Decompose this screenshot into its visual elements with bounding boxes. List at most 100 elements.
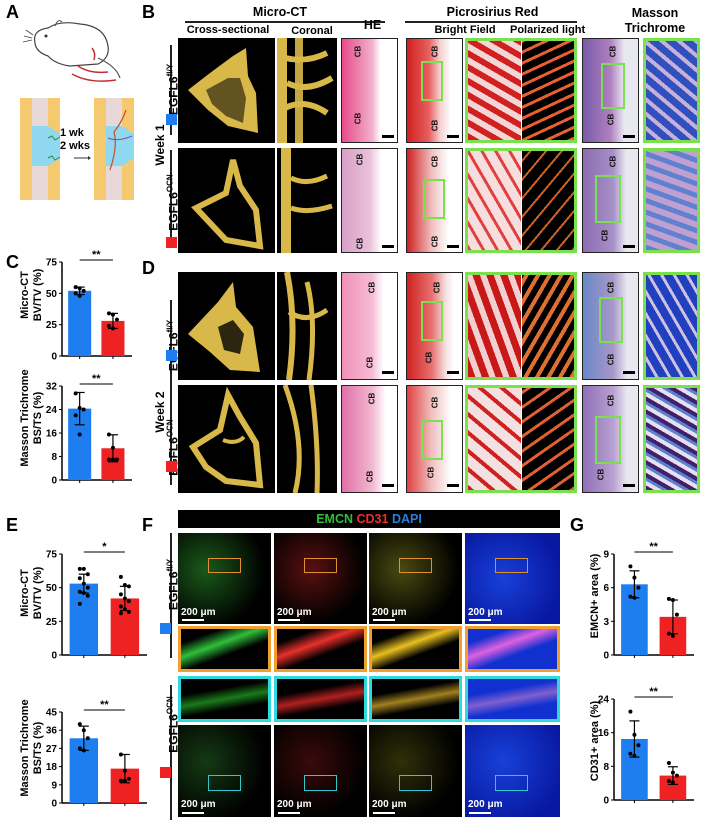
he-w2-control: CB CB bbox=[341, 272, 398, 380]
svg-text:**: ** bbox=[92, 249, 101, 261]
masson-w1-control: CB CB bbox=[582, 38, 639, 143]
svg-text:45: 45 bbox=[46, 708, 58, 719]
header-masson-1: Masson bbox=[631, 6, 679, 20]
scale-bar bbox=[278, 619, 300, 621]
roi-box-orange bbox=[399, 558, 432, 573]
if-merge-ko-zoom bbox=[369, 676, 462, 722]
scale-bar bbox=[447, 245, 459, 248]
divider bbox=[170, 300, 172, 385]
scale-bar bbox=[382, 484, 394, 487]
scale-bar bbox=[447, 484, 459, 487]
legend-square-red bbox=[166, 237, 177, 248]
roi-box-cyan bbox=[208, 775, 241, 791]
header-cross-sectional: Cross-sectional bbox=[186, 24, 270, 36]
picro-zoom-w2-ko bbox=[465, 385, 577, 493]
microct-coronal-w2-control bbox=[277, 272, 337, 380]
svg-text:24: 24 bbox=[598, 695, 610, 706]
bar-chart-g-bottom: 0 8 16 24 ** bbox=[590, 685, 700, 815]
header-masson-2: Trichrome bbox=[624, 21, 686, 35]
scale-bar bbox=[278, 812, 300, 814]
svg-text:**: ** bbox=[92, 373, 101, 385]
mouse-illustration-icon bbox=[22, 20, 121, 82]
svg-text:8: 8 bbox=[603, 762, 609, 773]
if-merge-control-zoom bbox=[369, 626, 462, 672]
picro-zoom-w1-control bbox=[465, 38, 577, 143]
microct-cross-w1-ko bbox=[178, 148, 275, 253]
picro-bf-w1-control: CB CB bbox=[406, 38, 463, 143]
he-w2-ko: CB CB bbox=[341, 385, 398, 493]
svg-text:75: 75 bbox=[46, 258, 58, 269]
scale-bar bbox=[469, 812, 491, 814]
svg-text:**: ** bbox=[649, 541, 658, 553]
if-dapi-merge-ko-zoom bbox=[465, 676, 560, 722]
arrow-text-1wk: 1 wk bbox=[60, 127, 84, 139]
roi-box-orange bbox=[208, 558, 241, 573]
legend-square-blue bbox=[166, 114, 177, 125]
panel-letter-f: F bbox=[142, 515, 153, 535]
legend-square-red bbox=[160, 767, 171, 778]
svg-text:50: 50 bbox=[46, 583, 58, 594]
roi-box bbox=[595, 416, 621, 464]
masson-zoom-w1-ko bbox=[643, 148, 700, 253]
if-cd31-ko: 200 μm bbox=[274, 725, 367, 817]
scale-bar bbox=[623, 484, 635, 487]
picro-bf-w2-ko: CB CB bbox=[406, 385, 463, 493]
roi-box-cyan bbox=[495, 775, 528, 791]
bar-chart-c-top: 0 25 50 75 ** bbox=[38, 248, 138, 371]
divider bbox=[185, 21, 385, 23]
svg-text:32: 32 bbox=[46, 382, 58, 393]
picro-bf-w1-ko: CB CB bbox=[406, 148, 463, 253]
if-emcn-ko: 200 μm bbox=[178, 725, 271, 817]
scale-bar bbox=[382, 245, 394, 248]
header-coronal: Coronal bbox=[291, 25, 333, 37]
if-cd31-control: 200 μm bbox=[274, 533, 367, 624]
svg-text:0: 0 bbox=[51, 799, 57, 810]
svg-text:0: 0 bbox=[51, 476, 57, 487]
svg-text:36: 36 bbox=[46, 726, 58, 737]
scale-bar bbox=[182, 619, 204, 621]
svg-text:**: ** bbox=[649, 686, 658, 698]
svg-text:*: * bbox=[102, 541, 107, 553]
microct-cross-w2-ko bbox=[178, 385, 275, 493]
header-micro-ct: Micro-CT bbox=[252, 5, 308, 19]
legend-square-red bbox=[166, 461, 177, 472]
if-cd31-control-zoom bbox=[274, 626, 367, 672]
if-merge-control: 200 μm bbox=[369, 533, 462, 624]
roi-box bbox=[421, 301, 443, 341]
panel-letter-a: A bbox=[6, 2, 19, 22]
panel-letter-d: D bbox=[142, 258, 155, 278]
panel-letter-c: C bbox=[6, 252, 19, 272]
masson-zoom-w2-control bbox=[643, 272, 700, 380]
scale-bar bbox=[623, 371, 635, 374]
roi-box-cyan bbox=[304, 775, 337, 791]
divider bbox=[170, 45, 172, 135]
roi-box bbox=[601, 63, 625, 109]
svg-text:0: 0 bbox=[603, 796, 609, 807]
microct-coronal-w1-control bbox=[277, 38, 337, 143]
svg-text:0: 0 bbox=[51, 352, 57, 363]
masson-zoom-w1-control bbox=[643, 38, 700, 143]
svg-text:9: 9 bbox=[51, 780, 57, 791]
fracture-healing-diagram bbox=[20, 98, 134, 200]
if-dapi-merge-ko: 200 μm bbox=[465, 725, 560, 817]
header-polarized: Polarized light bbox=[510, 24, 586, 36]
roi-box-cyan bbox=[399, 775, 432, 791]
svg-text:25: 25 bbox=[46, 320, 58, 331]
if-dapi-merge-control-zoom bbox=[465, 626, 560, 672]
microct-cross-w1-control bbox=[178, 38, 275, 143]
svg-text:75: 75 bbox=[46, 550, 58, 561]
masson-zoom-w2-ko bbox=[643, 385, 700, 493]
scale-bar bbox=[623, 245, 635, 248]
panel-letter-b: B bbox=[142, 2, 155, 22]
picro-bf-w2-control: CB CB bbox=[406, 272, 463, 380]
masson-w1-ko: CB CB bbox=[582, 148, 639, 253]
if-dapi-merge-control: 200 μm bbox=[465, 533, 560, 624]
masson-w2-ko: CB CB bbox=[582, 385, 639, 493]
he-w1-ko: CB CB bbox=[341, 148, 398, 253]
svg-text:27: 27 bbox=[46, 744, 58, 755]
microct-cross-w2-control bbox=[178, 272, 275, 380]
roi-box bbox=[595, 175, 621, 223]
masson-w2-control: CB CB bbox=[582, 272, 639, 380]
svg-text:6: 6 bbox=[603, 583, 609, 594]
scale-bar bbox=[373, 812, 395, 814]
